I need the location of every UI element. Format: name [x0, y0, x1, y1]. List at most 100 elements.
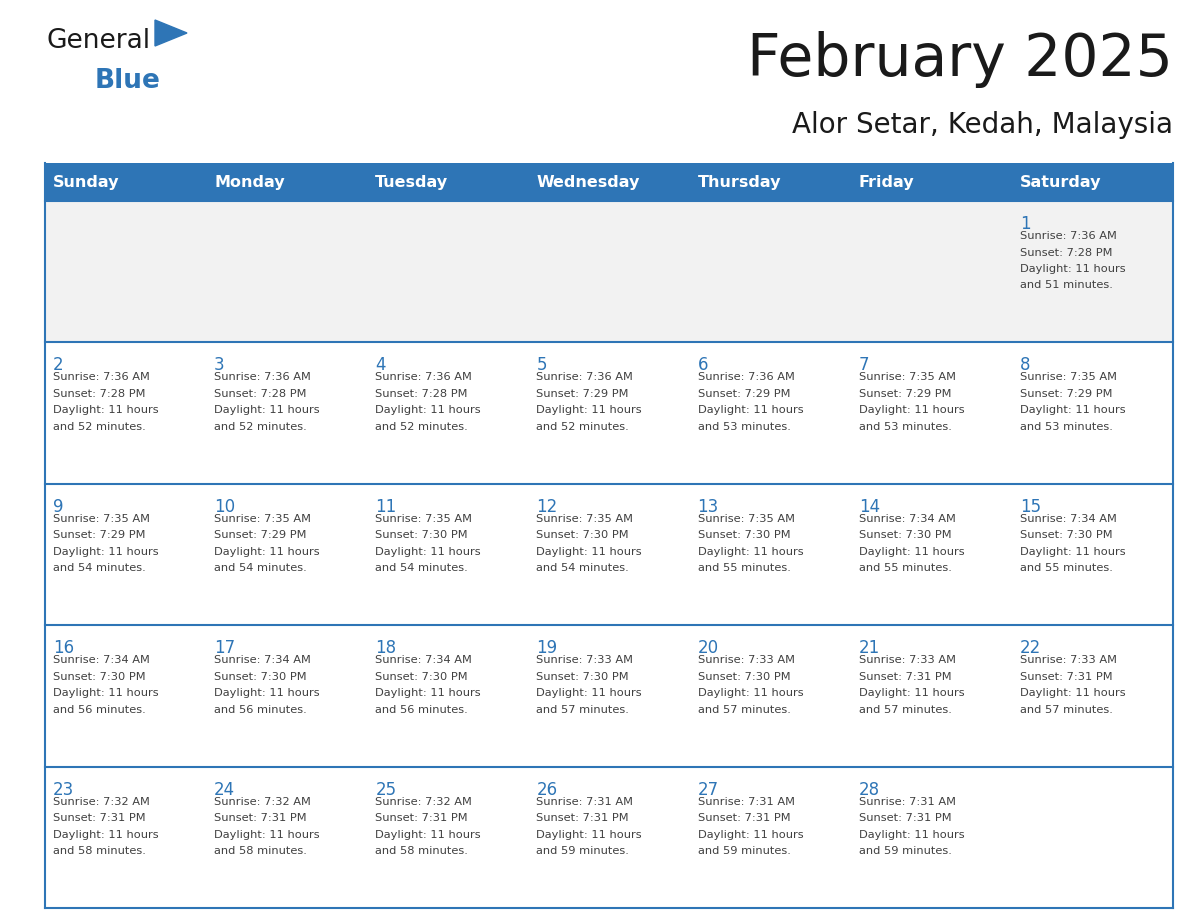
Text: Daylight: 11 hours: Daylight: 11 hours	[697, 688, 803, 699]
Text: and 51 minutes.: and 51 minutes.	[1019, 281, 1113, 290]
Text: 6: 6	[697, 356, 708, 375]
Text: Sunrise: 7:33 AM: Sunrise: 7:33 AM	[697, 655, 795, 666]
Text: 17: 17	[214, 639, 235, 657]
Text: Sunset: 7:31 PM: Sunset: 7:31 PM	[537, 813, 630, 823]
Text: 26: 26	[537, 780, 557, 799]
Text: Sunrise: 7:35 AM: Sunrise: 7:35 AM	[1019, 373, 1117, 383]
Text: Sunrise: 7:33 AM: Sunrise: 7:33 AM	[859, 655, 955, 666]
Text: Sunrise: 7:32 AM: Sunrise: 7:32 AM	[375, 797, 472, 807]
Text: Sunrise: 7:36 AM: Sunrise: 7:36 AM	[375, 373, 472, 383]
Text: Sunset: 7:30 PM: Sunset: 7:30 PM	[697, 672, 790, 682]
Text: Sunset: 7:29 PM: Sunset: 7:29 PM	[697, 389, 790, 399]
Text: Sunrise: 7:33 AM: Sunrise: 7:33 AM	[537, 655, 633, 666]
Text: Sunset: 7:31 PM: Sunset: 7:31 PM	[1019, 672, 1112, 682]
Text: Sunrise: 7:36 AM: Sunrise: 7:36 AM	[697, 373, 795, 383]
Text: Sunset: 7:28 PM: Sunset: 7:28 PM	[214, 389, 307, 399]
Bar	[45, 767, 1173, 908]
Text: Sunrise: 7:34 AM: Sunrise: 7:34 AM	[214, 655, 311, 666]
Text: 18: 18	[375, 639, 397, 657]
Bar	[45, 201, 1173, 342]
Text: and 56 minutes.: and 56 minutes.	[53, 705, 146, 715]
Text: Daylight: 11 hours: Daylight: 11 hours	[697, 547, 803, 557]
Text: Alor Setar, Kedah, Malaysia: Alor Setar, Kedah, Malaysia	[792, 111, 1173, 139]
Text: Sunrise: 7:35 AM: Sunrise: 7:35 AM	[537, 514, 633, 524]
Text: Daylight: 11 hours: Daylight: 11 hours	[859, 547, 965, 557]
Text: and 55 minutes.: and 55 minutes.	[859, 564, 952, 574]
Text: Sunset: 7:31 PM: Sunset: 7:31 PM	[859, 672, 952, 682]
Text: 27: 27	[697, 780, 719, 799]
Text: Sunset: 7:31 PM: Sunset: 7:31 PM	[214, 813, 307, 823]
Text: General: General	[48, 28, 151, 54]
Text: Thursday: Thursday	[697, 174, 781, 189]
Text: Sunset: 7:30 PM: Sunset: 7:30 PM	[537, 672, 630, 682]
Text: Sunset: 7:31 PM: Sunset: 7:31 PM	[859, 813, 952, 823]
Text: Sunset: 7:29 PM: Sunset: 7:29 PM	[53, 531, 145, 541]
Text: Daylight: 11 hours: Daylight: 11 hours	[53, 406, 159, 416]
Text: Sunrise: 7:34 AM: Sunrise: 7:34 AM	[53, 655, 150, 666]
Text: 4: 4	[375, 356, 386, 375]
Text: Sunset: 7:30 PM: Sunset: 7:30 PM	[375, 672, 468, 682]
Text: Sunrise: 7:32 AM: Sunrise: 7:32 AM	[214, 797, 311, 807]
Text: 10: 10	[214, 498, 235, 516]
Text: Sunset: 7:29 PM: Sunset: 7:29 PM	[1019, 389, 1112, 399]
Text: Sunrise: 7:31 AM: Sunrise: 7:31 AM	[859, 797, 955, 807]
Text: 19: 19	[537, 639, 557, 657]
Text: and 52 minutes.: and 52 minutes.	[53, 422, 146, 431]
Polygon shape	[154, 20, 187, 46]
Text: and 59 minutes.: and 59 minutes.	[859, 846, 952, 856]
Text: Sunrise: 7:32 AM: Sunrise: 7:32 AM	[53, 797, 150, 807]
Text: Sunrise: 7:36 AM: Sunrise: 7:36 AM	[214, 373, 311, 383]
Text: 13: 13	[697, 498, 719, 516]
Text: and 52 minutes.: and 52 minutes.	[214, 422, 307, 431]
Bar	[45, 625, 1173, 767]
Text: Sunset: 7:31 PM: Sunset: 7:31 PM	[697, 813, 790, 823]
Text: and 57 minutes.: and 57 minutes.	[1019, 705, 1113, 715]
Text: and 57 minutes.: and 57 minutes.	[859, 705, 952, 715]
Text: and 57 minutes.: and 57 minutes.	[537, 705, 630, 715]
Text: 2: 2	[53, 356, 64, 375]
Bar	[45, 342, 1173, 484]
Text: Wednesday: Wednesday	[537, 174, 640, 189]
Text: and 58 minutes.: and 58 minutes.	[214, 846, 307, 856]
Text: 1: 1	[1019, 215, 1030, 233]
Text: February 2025: February 2025	[747, 31, 1173, 88]
Text: Sunrise: 7:35 AM: Sunrise: 7:35 AM	[859, 373, 955, 383]
Text: Sunset: 7:30 PM: Sunset: 7:30 PM	[537, 531, 630, 541]
Text: Daylight: 11 hours: Daylight: 11 hours	[375, 547, 481, 557]
Text: Sunrise: 7:31 AM: Sunrise: 7:31 AM	[697, 797, 795, 807]
Text: 14: 14	[859, 498, 880, 516]
Text: Daylight: 11 hours: Daylight: 11 hours	[859, 688, 965, 699]
Text: and 53 minutes.: and 53 minutes.	[859, 422, 952, 431]
Text: 11: 11	[375, 498, 397, 516]
Text: and 58 minutes.: and 58 minutes.	[375, 846, 468, 856]
Text: and 53 minutes.: and 53 minutes.	[1019, 422, 1113, 431]
Text: 28: 28	[859, 780, 880, 799]
Text: Sunrise: 7:31 AM: Sunrise: 7:31 AM	[537, 797, 633, 807]
Text: Sunrise: 7:34 AM: Sunrise: 7:34 AM	[1019, 514, 1117, 524]
Bar	[45, 163, 1173, 201]
Text: Sunset: 7:30 PM: Sunset: 7:30 PM	[53, 672, 146, 682]
Text: and 54 minutes.: and 54 minutes.	[214, 564, 307, 574]
Text: 21: 21	[859, 639, 880, 657]
Text: and 58 minutes.: and 58 minutes.	[53, 846, 146, 856]
Text: 9: 9	[53, 498, 63, 516]
Text: Sunset: 7:30 PM: Sunset: 7:30 PM	[1019, 531, 1112, 541]
Text: Sunrise: 7:35 AM: Sunrise: 7:35 AM	[697, 514, 795, 524]
Bar	[45, 484, 1173, 625]
Text: Daylight: 11 hours: Daylight: 11 hours	[53, 688, 159, 699]
Text: Daylight: 11 hours: Daylight: 11 hours	[697, 406, 803, 416]
Text: and 53 minutes.: and 53 minutes.	[697, 422, 790, 431]
Text: Daylight: 11 hours: Daylight: 11 hours	[214, 406, 320, 416]
Text: Sunset: 7:29 PM: Sunset: 7:29 PM	[537, 389, 628, 399]
Text: 16: 16	[53, 639, 74, 657]
Text: Daylight: 11 hours: Daylight: 11 hours	[214, 830, 320, 840]
Text: Tuesday: Tuesday	[375, 174, 448, 189]
Text: Sunset: 7:30 PM: Sunset: 7:30 PM	[859, 531, 952, 541]
Text: Sunset: 7:28 PM: Sunset: 7:28 PM	[53, 389, 145, 399]
Text: Daylight: 11 hours: Daylight: 11 hours	[859, 406, 965, 416]
Text: Daylight: 11 hours: Daylight: 11 hours	[859, 830, 965, 840]
Text: 25: 25	[375, 780, 397, 799]
Text: Sunset: 7:29 PM: Sunset: 7:29 PM	[859, 389, 952, 399]
Text: 15: 15	[1019, 498, 1041, 516]
Text: Sunrise: 7:35 AM: Sunrise: 7:35 AM	[375, 514, 473, 524]
